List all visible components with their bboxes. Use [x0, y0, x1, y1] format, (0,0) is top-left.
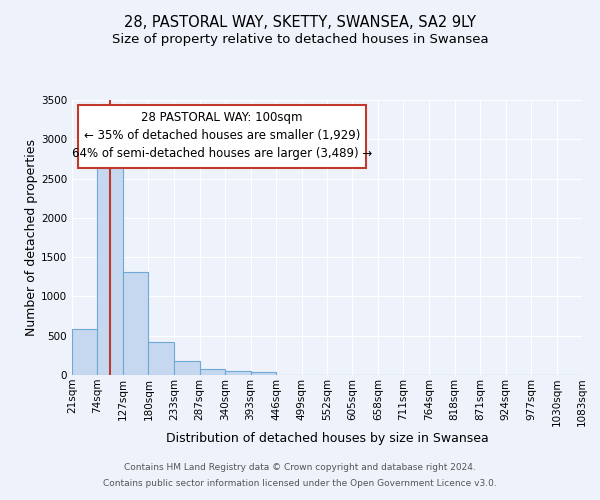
- Text: 28, PASTORAL WAY, SKETTY, SWANSEA, SA2 9LY: 28, PASTORAL WAY, SKETTY, SWANSEA, SA2 9…: [124, 15, 476, 30]
- Text: Contains public sector information licensed under the Open Government Licence v3: Contains public sector information licen…: [103, 478, 497, 488]
- Bar: [97, 146, 123, 375]
- Text: 28 PASTORAL WAY: 100sqm: 28 PASTORAL WAY: 100sqm: [141, 111, 303, 124]
- Bar: [225, 371, 251, 375]
- Text: Contains HM Land Registry data © Crown copyright and database right 2024.: Contains HM Land Registry data © Crown c…: [124, 464, 476, 472]
- Text: 64% of semi-detached houses are larger (3,489) →: 64% of semi-detached houses are larger (…: [72, 148, 372, 160]
- Text: ← 35% of detached houses are smaller (1,929): ← 35% of detached houses are smaller (1,…: [84, 129, 360, 142]
- Bar: [251, 372, 276, 375]
- Bar: [72, 330, 97, 375]
- Bar: [200, 369, 225, 375]
- Y-axis label: Number of detached properties: Number of detached properties: [25, 139, 38, 336]
- Bar: [148, 342, 174, 375]
- Bar: [123, 272, 148, 375]
- Text: Size of property relative to detached houses in Swansea: Size of property relative to detached ho…: [112, 32, 488, 46]
- Bar: [174, 361, 200, 375]
- X-axis label: Distribution of detached houses by size in Swansea: Distribution of detached houses by size …: [166, 432, 488, 445]
